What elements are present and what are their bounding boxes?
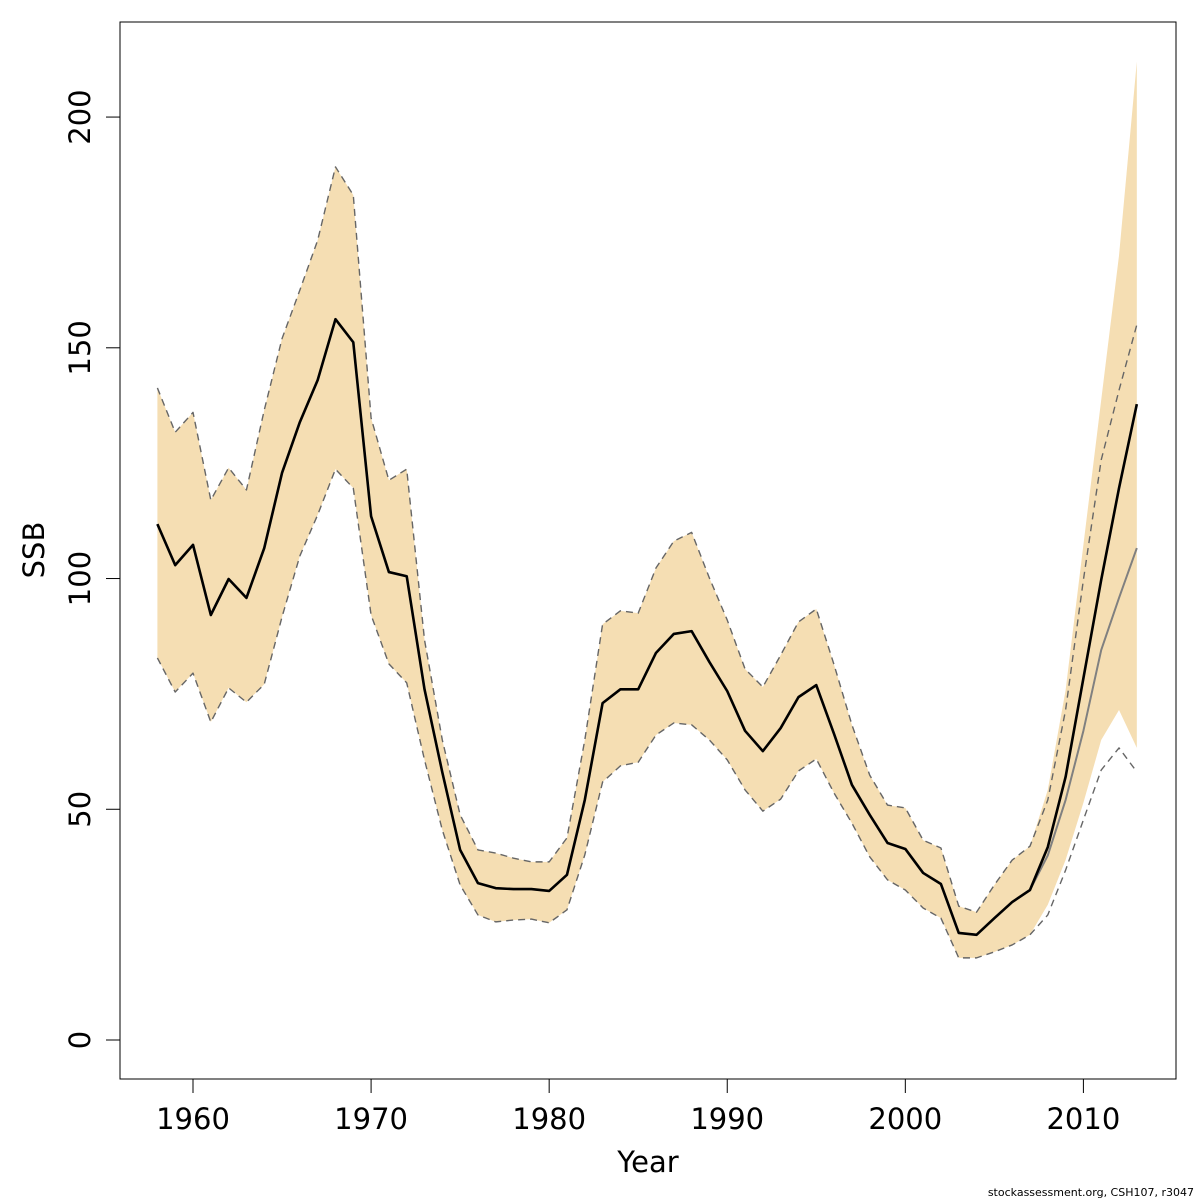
y-tick-label: 100	[63, 551, 97, 606]
x-tick-label: 1960	[156, 1102, 230, 1136]
y-tick-label: 50	[63, 791, 97, 828]
y-axis-label: SSB	[17, 522, 51, 579]
x-tick-label: 1970	[334, 1102, 408, 1136]
x-axis-label: Year	[616, 1145, 678, 1179]
x-tick-label: 1990	[690, 1102, 764, 1136]
x-tick-label: 1980	[512, 1102, 586, 1136]
y-tick-label: 200	[63, 89, 97, 144]
y-tick-label: 150	[63, 320, 97, 375]
plot-frame	[119, 21, 1177, 1080]
dashed-line	[156, 468, 1138, 959]
confidence-band	[157, 61, 1137, 958]
y-tick-label: 0	[63, 1031, 97, 1049]
footer: stockassessment.org, CSH107, r3047	[988, 1186, 1194, 1199]
x-tick-label: 2000	[868, 1102, 942, 1136]
x-tick-label: 2010	[1046, 1102, 1120, 1136]
dashed-line	[156, 166, 1138, 913]
line	[156, 317, 1139, 937]
